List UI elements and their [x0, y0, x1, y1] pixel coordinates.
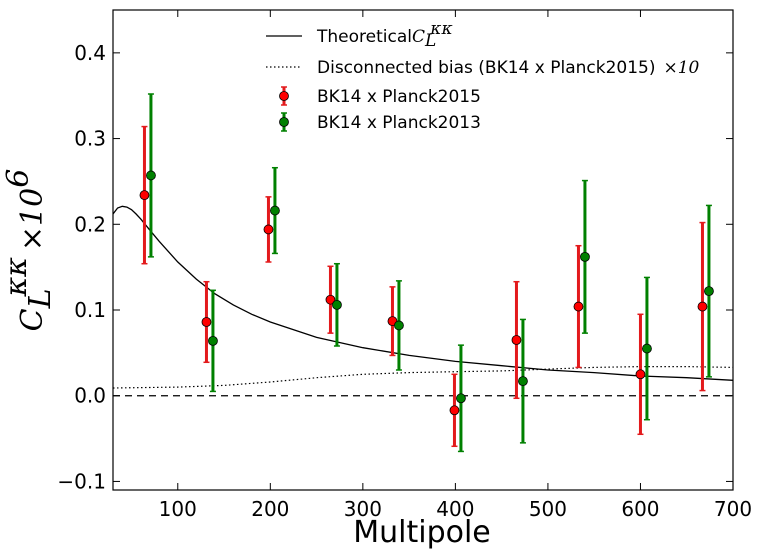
axes: 100 200 300 400 500 600 700 −0.1 0.0 0.1 0.2 0.3 0.4 — [57, 9, 752, 521]
y-axis-label-base: C — [15, 308, 50, 331]
legend-bias-label: Disconnected bias (BK14 x Planck2015) ×10 — [317, 58, 700, 78]
series-1 — [139, 125, 708, 448]
y-axis-label-sub: L — [23, 288, 58, 309]
data-point — [697, 301, 708, 312]
legend-theory-name: Theoretical — [316, 27, 412, 47]
legend-theory-math-sub: L — [424, 31, 436, 51]
y-axis-label-sup: κκ — [0, 257, 34, 298]
plot-inner — [113, 93, 733, 453]
y-tick-label: 0.1 — [74, 298, 106, 322]
y-tick-label: 0.4 — [74, 41, 106, 65]
legend-series-label: BK14 x Planck2013 — [317, 113, 481, 133]
data-point — [270, 205, 280, 216]
data-point — [511, 335, 522, 345]
data-point — [573, 301, 584, 312]
y-tick-label: 0.3 — [74, 127, 106, 151]
y-axis-label: CLκκ ×106 — [0, 169, 58, 332]
legend-bias-factor: ×10 — [663, 58, 699, 78]
x-tick-label: 200 — [251, 497, 289, 521]
x-tick-label: 500 — [529, 497, 567, 521]
data-point — [394, 320, 404, 331]
theory-curve-line — [113, 205, 733, 381]
data-point — [332, 299, 342, 310]
x-tick-label: 700 — [714, 497, 752, 521]
data-point — [642, 343, 652, 354]
x-tick-label: 600 — [621, 497, 659, 521]
data-point — [263, 224, 274, 235]
legend-series-marker — [279, 91, 289, 101]
data-point — [635, 369, 646, 380]
data-point — [208, 335, 218, 346]
x-tick-label: 300 — [344, 497, 382, 521]
legend-theory-math-sup: κκ — [429, 19, 452, 39]
legend-bias-name: Disconnected bias (BK14 x Planck2015) — [317, 58, 655, 78]
svg-text:CLκκ×106: CLκκ ×106 — [0, 169, 58, 332]
plot-frame — [112, 9, 734, 491]
data-point — [139, 190, 150, 201]
y-tick-label: −0.1 — [57, 469, 106, 493]
series-2 — [146, 93, 714, 453]
y-tick-label: 0.0 — [74, 384, 106, 408]
legend-theory-math: C — [412, 27, 425, 47]
x-tick-label: 100 — [159, 497, 197, 521]
legend-theory-label: TheoreticalCLκκ — [316, 19, 453, 51]
x-tick-label: 400 — [436, 497, 474, 521]
legend-series-marker — [279, 117, 289, 127]
data-point — [580, 251, 590, 262]
data-point — [518, 376, 528, 387]
data-point — [449, 405, 460, 416]
data-point — [201, 317, 212, 327]
legend-series-label: BK14 x Planck2015 — [317, 87, 481, 107]
data-point — [456, 393, 466, 404]
legend: TheoreticalCLκκ Disconnected bias (BK14 x… — [266, 19, 700, 133]
data-point — [325, 294, 336, 305]
plot-area — [113, 93, 733, 453]
y-tick-label: 0.2 — [74, 212, 106, 236]
bias-curve-line — [113, 366, 733, 389]
y-axis-label-factor: ×10 — [15, 188, 50, 251]
y-axis-label-factor-exp: 6 — [1, 169, 36, 188]
data-point — [704, 286, 714, 297]
data-point — [146, 170, 156, 181]
x-axis-label: Multipole — [353, 515, 491, 550]
